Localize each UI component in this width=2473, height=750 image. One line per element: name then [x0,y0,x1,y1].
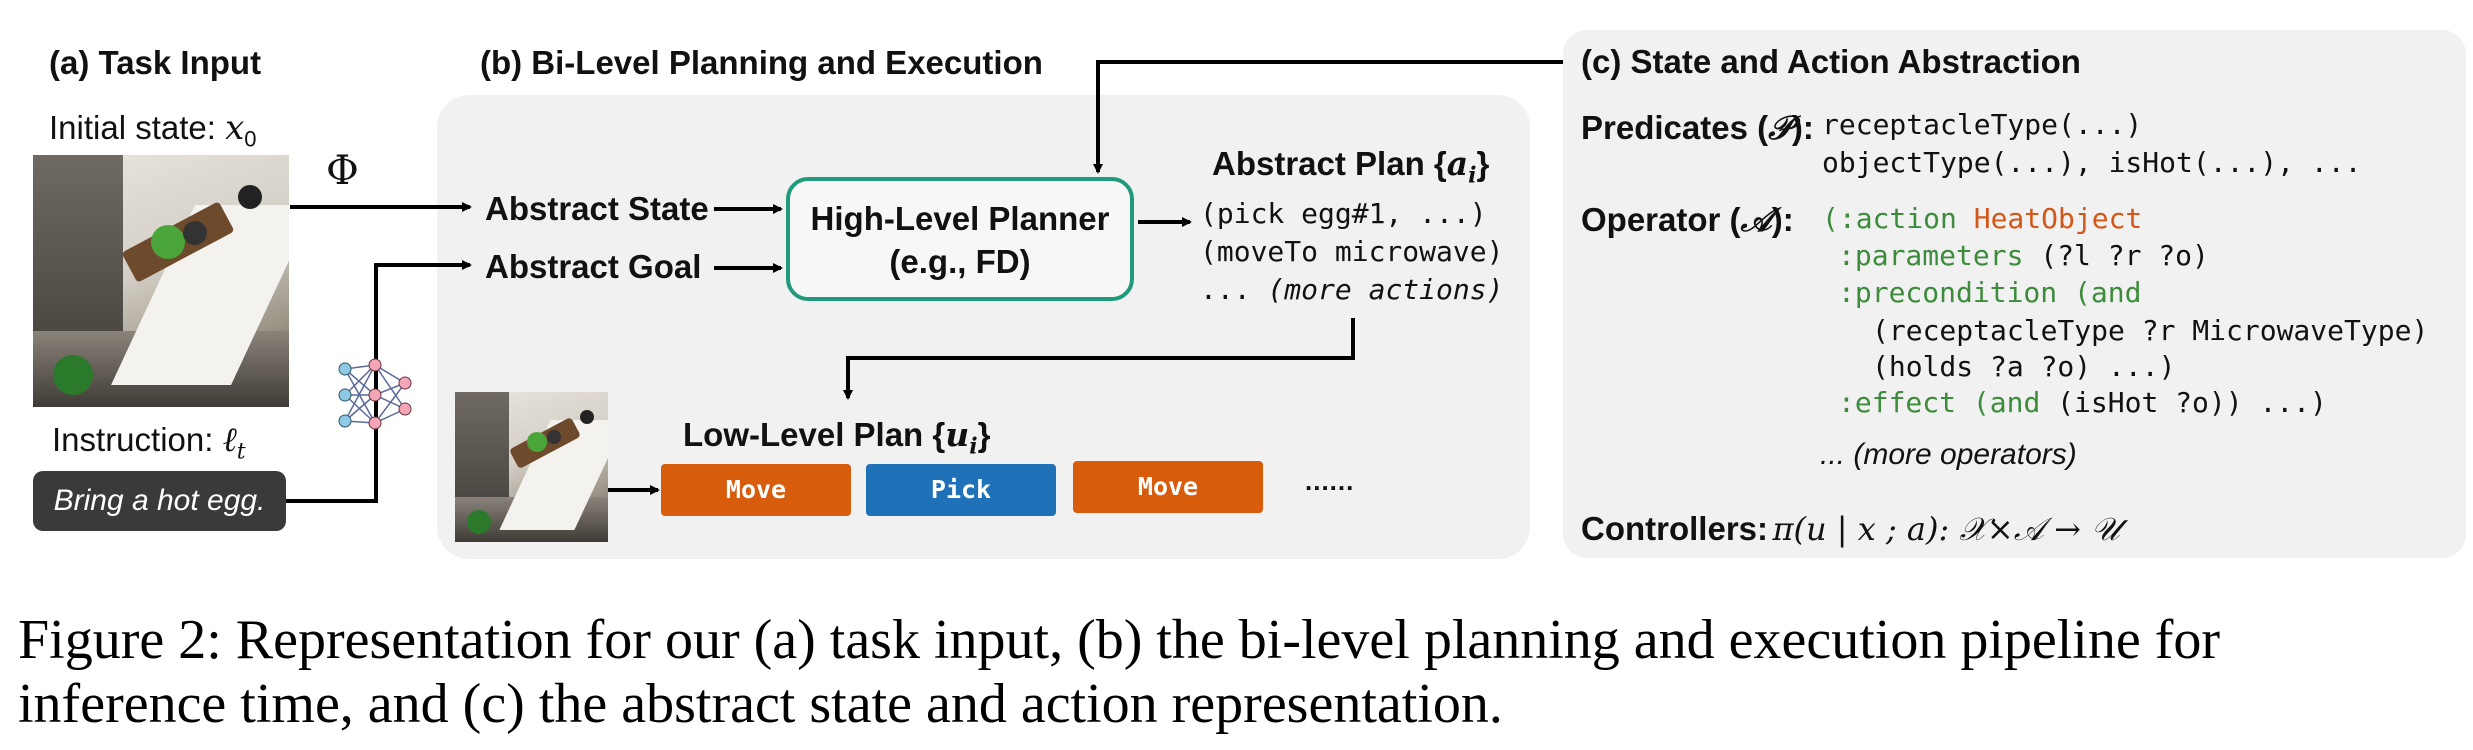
initial-state-symbol: x [225,108,245,148]
operator-line-6: :effect (and (isHot ?o)) ...) [1838,386,2327,419]
panel-a-title: (a) Task Input [49,44,262,81]
low-level-action-move-2: Move [1073,461,1263,513]
instruction-subscript: t [236,439,246,465]
operator-symbol: 𝒜 [1740,200,1772,239]
abstract-goal-label: Abstract Goal [485,248,702,285]
initial-state-scene-image [33,155,289,407]
operator-line-3: :precondition (and [1838,276,2142,309]
abstract-plan-subscript: i [1468,162,1477,189]
low-level-plan-subscript: i [969,433,978,460]
controllers-row: Controllers: π(u | x ; a): 𝒳×𝒜 → 𝒰 [1581,510,2120,549]
low-level-plan-title: Low-Level Plan {ui} [683,415,991,460]
arrow-plan-to-lowlevel [843,318,1355,400]
operator-line-2: :parameters (?l ?r ?o) [1838,239,2209,272]
arrow-instruction-to-goal [286,260,472,503]
initial-state-subscript: 0 [244,126,257,152]
low-level-action-pick: Pick [866,464,1056,516]
controllers-formula: π(u | x ; a): 𝒳×𝒜 → 𝒰 [1772,510,2120,548]
abstract-plan-line-2: (moveTo microwave) [1200,235,1504,268]
operator-line-4: (receptacleType ?r MicrowaveType) [1872,314,2429,347]
planner-subtitle: (e.g., FD) [889,243,1031,280]
abstract-plan-title: Abstract Plan {ai} [1212,144,1490,189]
instruction-text: Bring a hot egg. [33,471,286,531]
initial-state-label: Initial state: x0 [49,108,257,152]
current-scene-image [455,392,608,542]
operator-line-1: (:action HeatObject [1822,202,2143,235]
instruction-label: Instruction: ℓt [52,420,246,465]
instruction-symbol: ℓ [222,420,237,460]
abstract-plan-line-3: ... (more actions) [1200,273,1504,306]
caption-line-2: inference time, and (c) the abstract sta… [18,673,1503,735]
panel-c-background [1563,30,2466,558]
more-operators-text: ... (more operators) [1820,438,2077,471]
predicates-line-2: objectType(...), isHot(...), ... [1822,146,2362,179]
neural-network-icon [338,358,412,430]
abstract-state-label: Abstract State [485,190,709,227]
low-level-action-move-1: Move [661,464,851,516]
low-level-more-ellipsis: ...... [1305,466,1355,496]
planner-title: High-Level Planner [810,200,1110,237]
predicates-label: Predicates (𝒫): [1581,108,1814,147]
abstract-plan-symbol: a [1446,144,1469,183]
controllers-label: Controllers: [1581,510,1769,547]
phi-symbol: Φ [326,148,359,194]
low-level-plan-symbol: u [945,415,970,454]
operator-label: Operator (𝒜): [1581,200,1794,239]
predicates-symbol: 𝒫 [1768,108,1792,147]
panel-b-title: (b) Bi-Level Planning and Execution [480,44,1043,81]
panel-c-title: (c) State and Action Abstraction [1581,43,2081,80]
abstract-plan-line-1: (pick egg#1, ...) [1200,197,1487,230]
operator-line-5: (holds ?a ?o) ...) [1872,350,2176,383]
arrow-abstraction-to-planner [1093,60,1563,174]
caption-line-1: Figure 2: Representation for our (a) tas… [18,609,2221,671]
predicates-line-1: receptacleType(...) [1822,108,2143,141]
high-level-planner-box: High-Level Planner (e.g., FD) [786,177,1134,301]
